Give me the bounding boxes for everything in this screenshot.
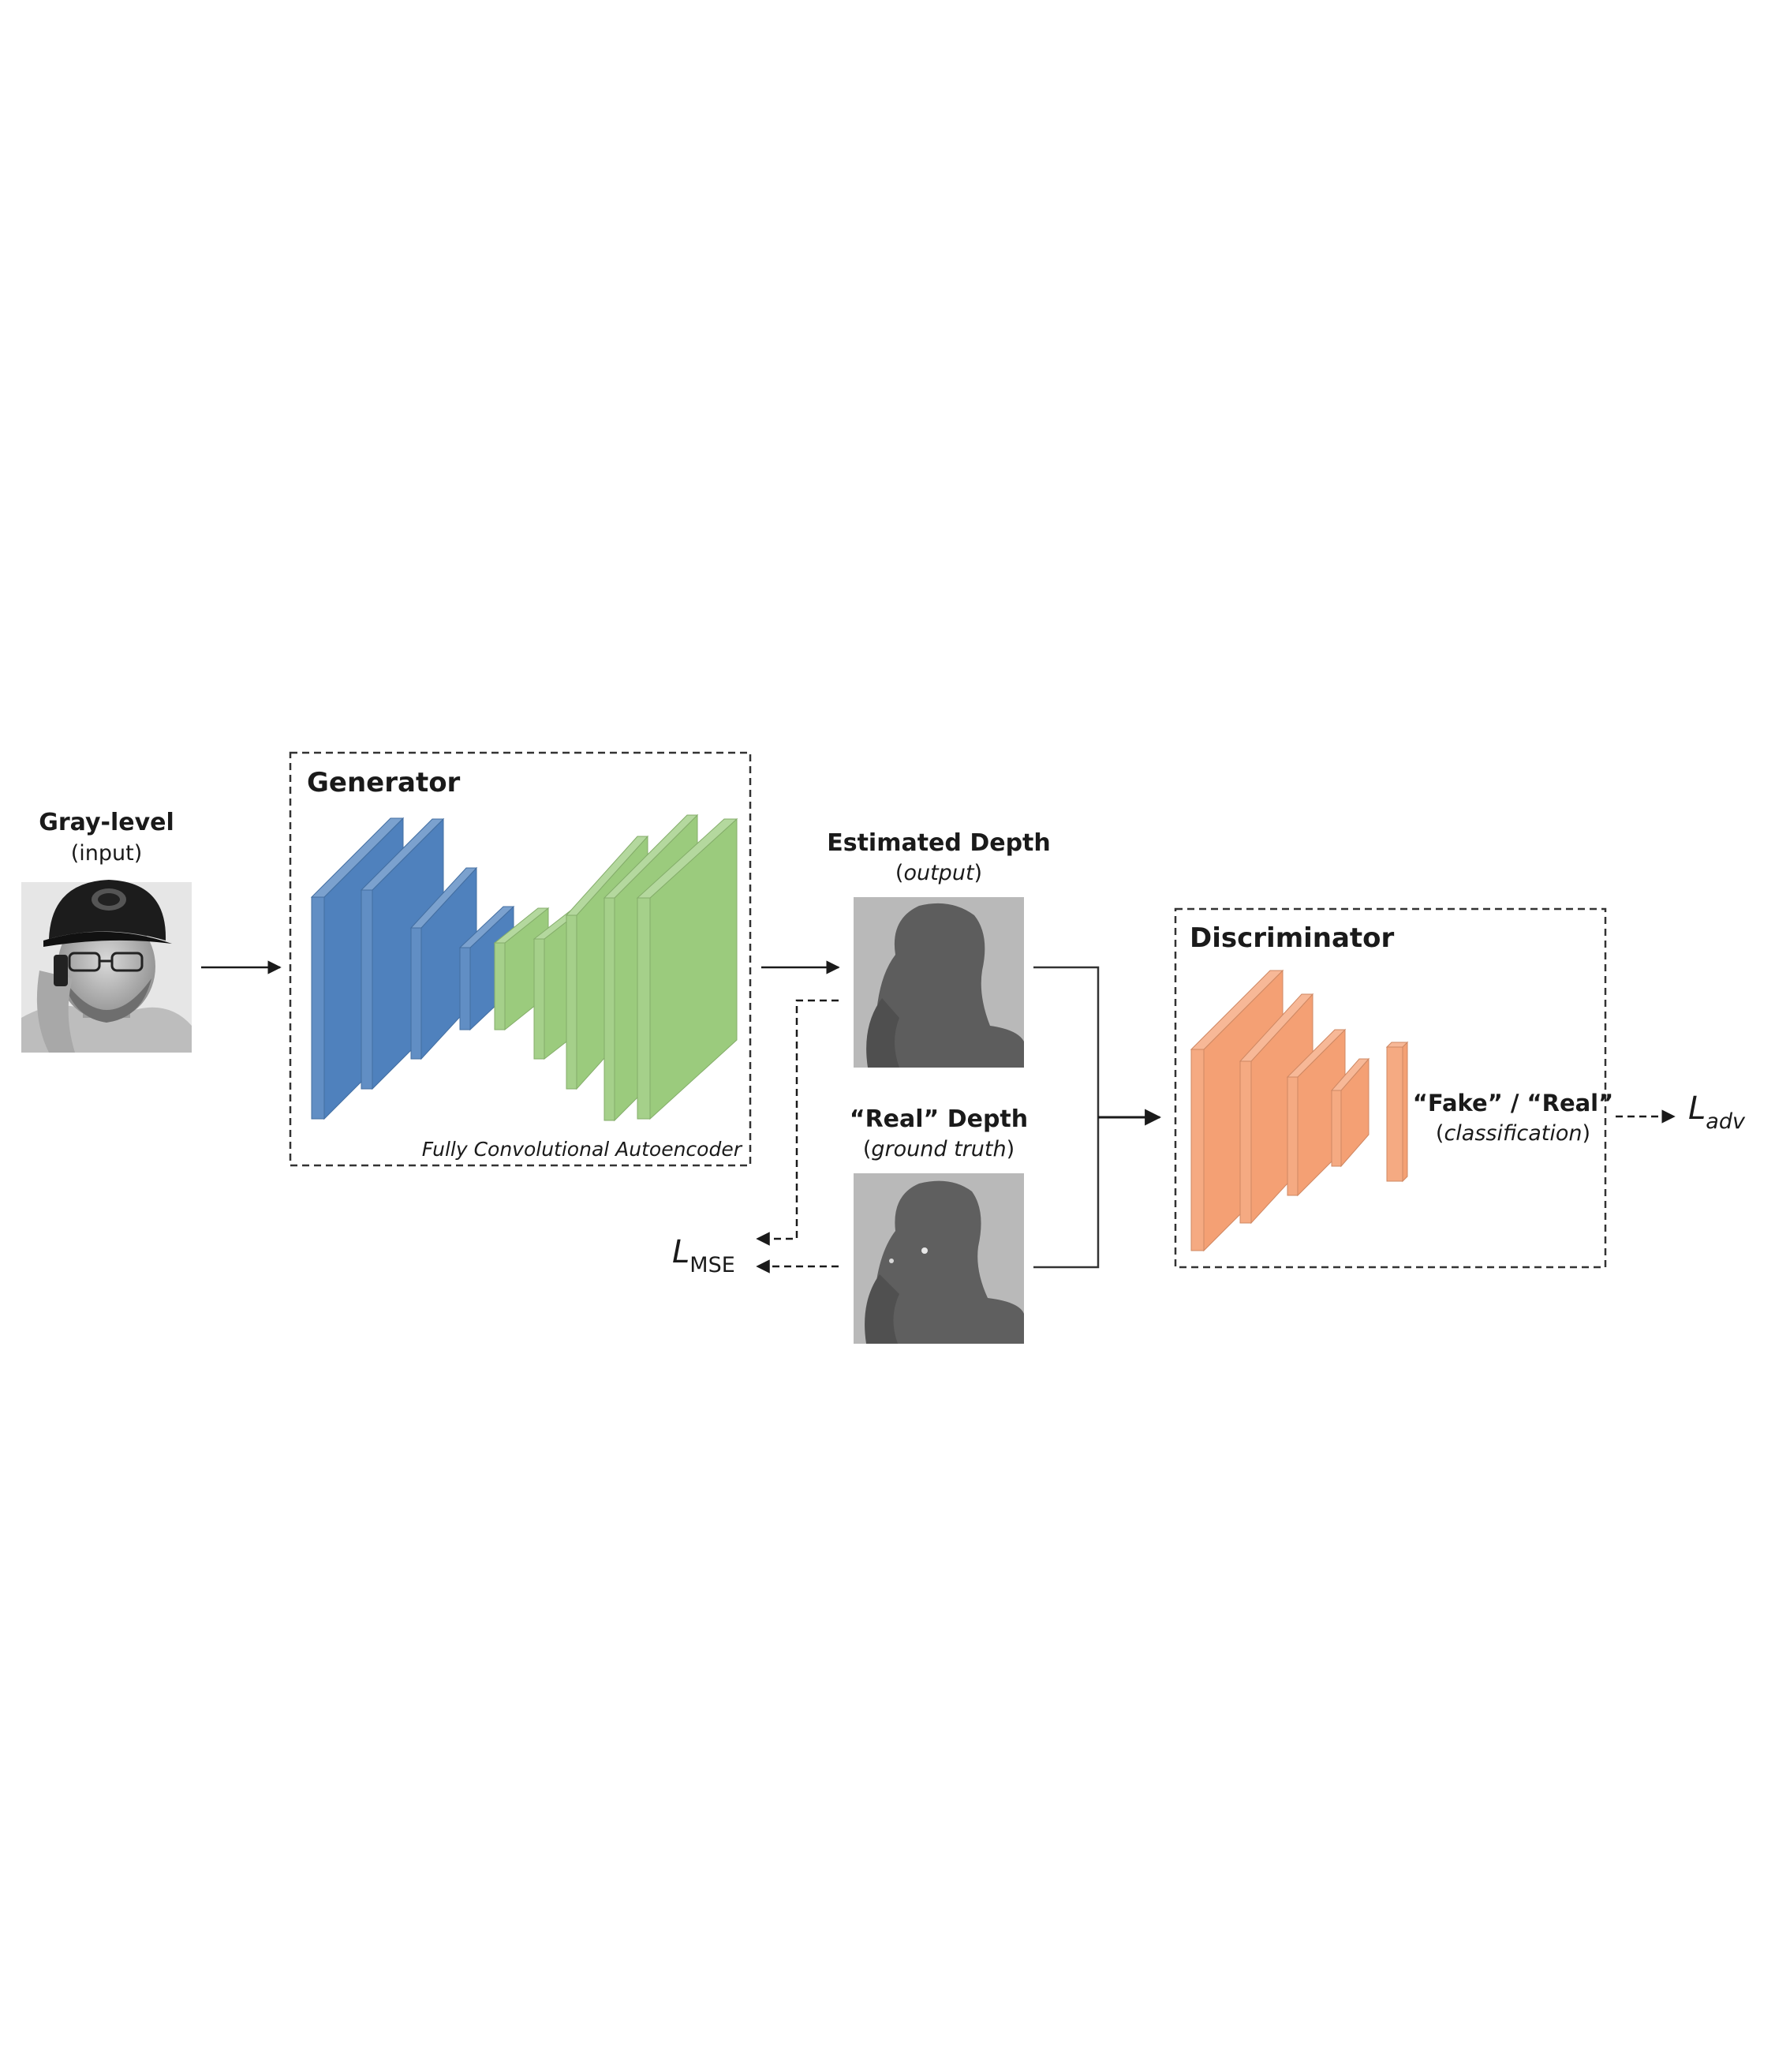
generator-title: Generator (307, 767, 461, 799)
estimated-depth-image (854, 897, 1024, 1068)
loss-mse-label: LMSE (672, 1234, 735, 1277)
arrow-estimated-to-loss-mse (756, 999, 839, 1246)
loss-adv-label: Ladv (1688, 1090, 1746, 1134)
estimated-depth-title: Estimated Depth (827, 829, 1051, 857)
generator-caption: Fully Convolutional Autoencoder (422, 1138, 743, 1161)
estimated-depth-subtitle: (output) (895, 861, 982, 885)
discriminator-layer-4 (1330, 1057, 1370, 1168)
discriminator-result-label: “Fake” / “Real” (1413, 1090, 1613, 1116)
discriminator-box (1174, 907, 1607, 1269)
real-depth-image (854, 1173, 1024, 1344)
discriminator-layer-5 (1385, 1041, 1409, 1183)
generator-layers (310, 813, 738, 1122)
input-face-image (21, 880, 192, 1053)
input-title: Gray-level (39, 809, 174, 836)
real-depth-subtitle: (ground truth) (863, 1137, 1015, 1161)
discriminator-result-subtitle: (classification) (1436, 1121, 1590, 1146)
discriminator-layer-2 (1239, 993, 1314, 1225)
real-depth-title: “Real” Depth (850, 1105, 1028, 1133)
generator-layer-9 (636, 817, 738, 1120)
discriminator-title: Discriminator (1190, 922, 1395, 954)
join-depths-connector (1033, 966, 1100, 1269)
generator-box (289, 751, 752, 1167)
discriminator-layers (1190, 969, 1409, 1252)
input-subtitle: (input) (71, 841, 143, 866)
